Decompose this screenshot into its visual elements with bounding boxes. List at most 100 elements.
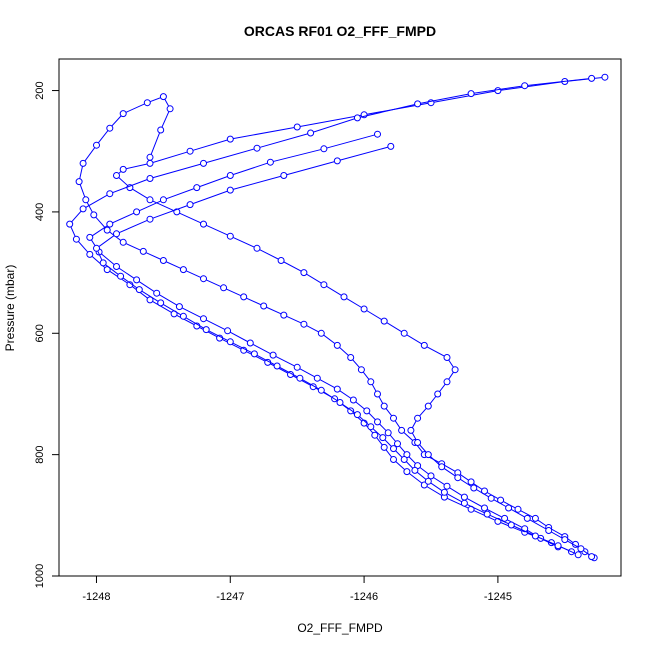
data-point [443, 354, 451, 361]
data-point [440, 488, 448, 496]
data-point [179, 266, 187, 274]
data-point [505, 504, 513, 512]
y-tick-label: 1000 [34, 564, 46, 588]
data-point [260, 302, 268, 310]
data-point [146, 175, 154, 182]
data-point [577, 545, 585, 553]
data-point [374, 418, 381, 426]
data-point [280, 172, 288, 179]
data-point [531, 514, 539, 522]
data-point [106, 190, 114, 198]
data-point [347, 354, 355, 361]
data-point [146, 153, 154, 161]
data-point [86, 250, 94, 258]
data-point [467, 478, 475, 486]
series-line [89, 133, 559, 548]
data-point [293, 123, 301, 131]
data-point [226, 232, 234, 240]
data-point [336, 399, 344, 406]
data-point [240, 293, 248, 301]
data-point [554, 542, 562, 550]
data-point [200, 159, 207, 167]
data-point [523, 514, 531, 522]
data-point [193, 184, 201, 192]
data-point [470, 484, 478, 492]
data-point [588, 553, 596, 561]
data-point [394, 440, 401, 448]
x-axis: -1248 -1247 -1246 -1245 [82, 576, 512, 603]
data-point [400, 329, 408, 337]
data-point [424, 451, 432, 459]
data-point [119, 165, 127, 173]
data-point [390, 445, 397, 453]
series-line [95, 145, 579, 556]
data-point [103, 266, 111, 274]
data-point [253, 244, 261, 252]
data-point [106, 124, 114, 132]
data-point [250, 350, 258, 358]
data-point [390, 456, 397, 463]
data-point [66, 220, 74, 228]
data-point [384, 429, 392, 437]
data-point [371, 431, 379, 439]
data-point [367, 423, 375, 431]
data-point [226, 186, 234, 194]
data-point [443, 482, 451, 490]
data-point [313, 374, 321, 382]
data-point [119, 110, 127, 118]
y-axis: 200 400 600 800 1000 [34, 81, 59, 588]
data-point [307, 129, 315, 137]
data-point [424, 477, 432, 485]
data-point [374, 130, 381, 138]
data-point [226, 135, 234, 143]
data-point [269, 351, 277, 359]
data-point [179, 312, 187, 320]
data-point [157, 299, 165, 307]
data-point [146, 196, 154, 204]
data-point [117, 272, 125, 280]
series-line [78, 95, 595, 559]
data-point [266, 158, 274, 166]
data-point [82, 196, 90, 204]
data-point [353, 411, 361, 419]
data-point [374, 390, 381, 398]
data-point [175, 303, 183, 311]
data-point [133, 276, 141, 284]
y-tick-label: 800 [34, 445, 46, 463]
data-point [363, 407, 371, 415]
data-point [390, 414, 397, 422]
data-point [296, 374, 304, 382]
data-point [420, 341, 428, 349]
x-tick-label: -1247 [216, 591, 244, 603]
data-point [353, 114, 361, 122]
data-point [300, 320, 308, 328]
data-point [146, 296, 154, 304]
data-point [317, 386, 325, 394]
data-point [414, 414, 422, 422]
data-point [340, 293, 348, 301]
data-point [202, 326, 210, 334]
data-point [133, 208, 141, 216]
data-point [186, 201, 194, 209]
data-point [113, 230, 120, 238]
data-point [438, 463, 446, 471]
data-point [90, 211, 98, 219]
data-point [253, 144, 261, 152]
chart-title: ORCAS RF01 O2_FFF_FMPD [244, 23, 436, 39]
data-point [387, 142, 395, 150]
data-point [333, 341, 341, 349]
data-point [574, 551, 582, 559]
x-tick-label: -1248 [82, 591, 110, 603]
data-point [379, 434, 387, 442]
data-point [545, 527, 553, 534]
data-point [159, 93, 167, 101]
data-point [93, 244, 100, 252]
data-point [434, 390, 442, 398]
data-point [220, 284, 228, 292]
data-point [113, 263, 120, 270]
data-point [75, 178, 83, 186]
data-point [460, 493, 468, 501]
data-point [280, 311, 288, 319]
data-layer [66, 73, 609, 562]
